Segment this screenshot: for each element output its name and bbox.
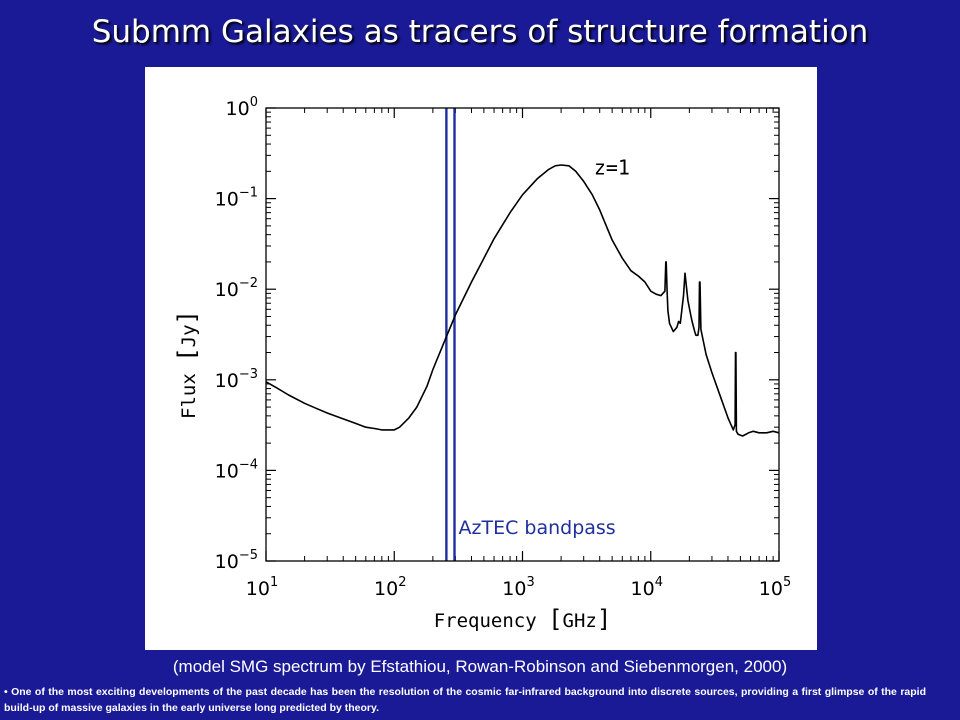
sed-chart: 101 102 103 104 105 10010−110−210−310−410−5 … bbox=[173, 95, 791, 633]
y-tick-label: 10−3 bbox=[215, 367, 258, 392]
x-tick-labels: 101 102 103 104 105 bbox=[246, 575, 791, 600]
chart-panel: 101 102 103 104 105 100 10−1 10−2 10−3 10−4 10−5 … bbox=[145, 67, 817, 650]
y-tick-label: 10−2 bbox=[215, 276, 258, 301]
x-tick-label: 105 bbox=[759, 575, 791, 600]
y-axis-label: Flux [Jy] bbox=[173, 310, 201, 419]
sed-curve bbox=[265, 164, 780, 437]
x-axis-label: Frequency [GHz] bbox=[434, 605, 612, 633]
bandpass-lines bbox=[445, 108, 456, 561]
slide-title: Submm Galaxies as tracers of structure f… bbox=[91, 14, 869, 50]
minor-ticks bbox=[266, 108, 779, 561]
figure-caption: (model SMG spectrum by Efstathiou, Rowan… bbox=[172, 657, 788, 676]
y-tick-labels: 100 10−1 10−2 10−3 10−4 10−5 bbox=[215, 95, 258, 573]
footnote-bullet: • One of the most exciting developments … bbox=[4, 686, 926, 714]
y-tick-label: 100 bbox=[226, 95, 258, 120]
y-tick-label: 10−1 bbox=[215, 186, 258, 211]
x-tick-label: 103 bbox=[502, 575, 534, 600]
y-tick-label: 10−5 bbox=[215, 548, 258, 573]
bandpass-label: AzTEC bandpass bbox=[459, 517, 616, 539]
plot-frame bbox=[265, 107, 780, 562]
x-tick-label: 102 bbox=[374, 575, 406, 600]
series-label-z1: z=1 bbox=[594, 156, 630, 180]
x-tick-label: 101 bbox=[246, 575, 278, 600]
y-tick-label: 10−4 bbox=[215, 457, 258, 482]
x-tick-label: 104 bbox=[631, 575, 663, 600]
